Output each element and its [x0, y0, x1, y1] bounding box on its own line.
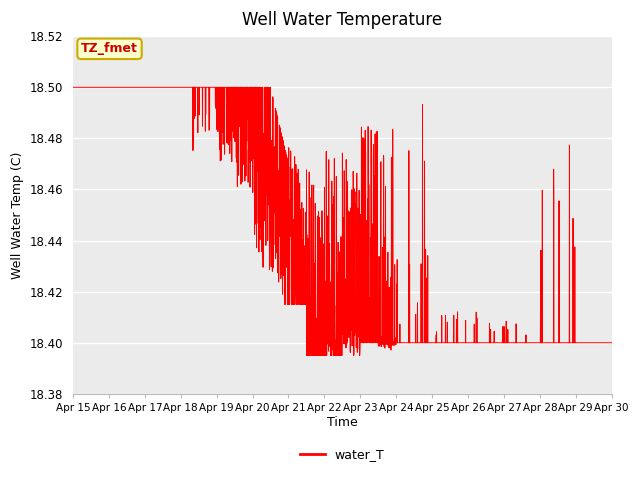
- Y-axis label: Well Water Temp (C): Well Water Temp (C): [11, 151, 24, 279]
- Legend: water_T: water_T: [295, 443, 390, 466]
- Title: Well Water Temperature: Well Water Temperature: [243, 11, 442, 29]
- Text: TZ_fmet: TZ_fmet: [81, 42, 138, 55]
- X-axis label: Time: Time: [327, 416, 358, 429]
